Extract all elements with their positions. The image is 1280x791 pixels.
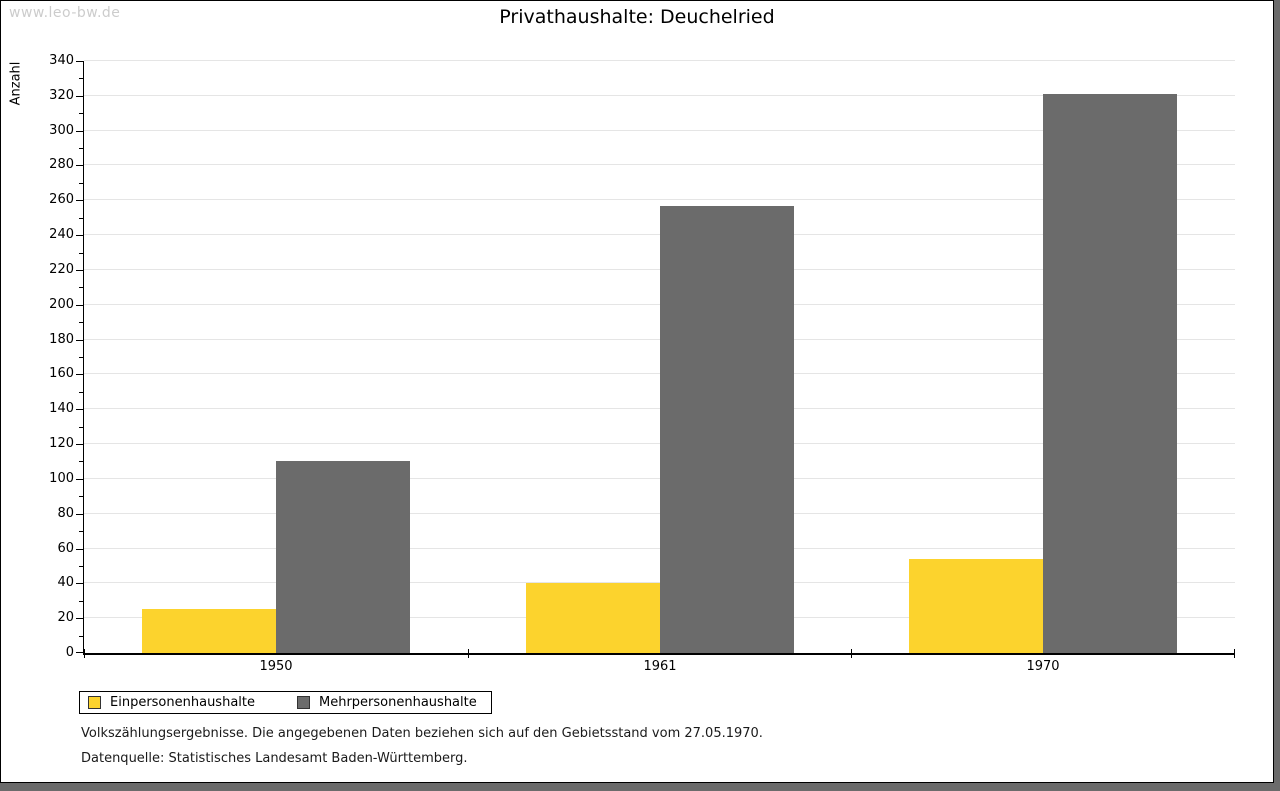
y-tick-label: 320 [49, 88, 74, 103]
footnote-gebietsstand: Volkszählungsergebnisse. Die angegebenen… [81, 726, 763, 741]
y-tick-label: 60 [57, 541, 74, 556]
gridline [84, 234, 1235, 235]
y-minor-tick [79, 287, 83, 288]
y-axis-label: Anzahl [8, 61, 24, 106]
y-major-tick [76, 374, 83, 375]
y-tick-label: 100 [49, 471, 74, 486]
x-boundary-tick [851, 649, 852, 658]
bar-mehrpersonenhaushalte [1043, 94, 1177, 653]
y-minor-tick [79, 601, 83, 602]
gridline [84, 60, 1235, 61]
y-major-tick [76, 131, 83, 132]
y-major-tick [76, 96, 83, 97]
y-minor-tick [79, 496, 83, 497]
gridline [84, 408, 1235, 409]
gridline [84, 95, 1235, 96]
y-minor-tick [79, 392, 83, 393]
y-tick-label: 120 [49, 436, 74, 451]
y-minor-tick [79, 183, 83, 184]
gridline [84, 164, 1235, 165]
gridline [84, 130, 1235, 131]
y-minor-tick [79, 322, 83, 323]
y-major-tick [76, 444, 83, 445]
legend-label: Mehrpersonenhaushalte [319, 695, 477, 710]
y-minor-tick [79, 253, 83, 254]
y-tick-label: 180 [49, 332, 74, 347]
plot-area: 0 20 40 60 80 100 120 140 160 180 200 220 240 260 280 3… [49, 53, 1235, 674]
gridline [84, 443, 1235, 444]
y-tick-label: 200 [49, 297, 74, 312]
y-major-tick [76, 340, 83, 341]
y-major-tick [76, 200, 83, 201]
gridline [84, 304, 1235, 305]
gridline [84, 548, 1235, 549]
y-tick-label: 260 [49, 192, 74, 207]
legend-label: Einpersonenhaushalte [110, 695, 255, 710]
x-boundary-tick [468, 649, 469, 658]
y-tick-label: 0 [65, 645, 74, 660]
footnote-datenquelle: Datenquelle: Statistisches Landesamt Bad… [81, 751, 468, 766]
bar-einpersonenhaushalte [526, 583, 660, 653]
y-tick-label: 340 [49, 53, 74, 68]
y-minor-tick [79, 461, 83, 462]
y-tick-label: 140 [49, 401, 74, 416]
y-tick-label: 80 [57, 506, 74, 521]
legend-item: Mehrpersonenhaushalte [297, 695, 477, 710]
watermark: www.leo-bw.de [9, 5, 121, 21]
legend-swatch [88, 696, 101, 709]
legend-swatch [297, 696, 310, 709]
y-major-tick [76, 235, 83, 236]
y-minor-tick [79, 218, 83, 219]
y-major-tick [76, 549, 83, 550]
y-minor-tick [79, 566, 83, 567]
x-tick-label: 1950 [259, 659, 293, 674]
y-minor-tick [79, 113, 83, 114]
x-tick-label: 1970 [1026, 659, 1060, 674]
y-minor-tick [79, 78, 83, 79]
x-tick-label: 1961 [643, 659, 677, 674]
y-major-tick [76, 479, 83, 480]
y-tick-label: 160 [49, 366, 74, 381]
bar-mehrpersonenhaushalte [660, 206, 794, 653]
bar-einpersonenhaushalte [909, 559, 1043, 653]
gridline [84, 339, 1235, 340]
y-tick-label: 280 [49, 157, 74, 172]
y-tick-label: 300 [49, 123, 74, 138]
gridline [84, 513, 1235, 514]
y-major-tick [76, 61, 83, 62]
gridline [84, 582, 1235, 583]
y-major-tick [76, 652, 83, 653]
chart-title: Privathaushalte: Deuchelried [499, 6, 775, 28]
gridline [84, 478, 1235, 479]
y-minor-tick [79, 531, 83, 532]
y-minor-tick [79, 148, 83, 149]
y-minor-tick [79, 427, 83, 428]
y-minor-tick [79, 357, 83, 358]
y-tick-label: 40 [57, 575, 74, 590]
gridline [84, 269, 1235, 270]
y-major-tick [76, 514, 83, 515]
y-major-tick [76, 270, 83, 271]
y-major-tick [76, 583, 83, 584]
x-boundary-tick [1234, 649, 1235, 658]
gridline [84, 199, 1235, 200]
bar-einpersonenhaushalte [142, 609, 276, 653]
y-major-tick [76, 618, 83, 619]
legend-item: Einpersonenhaushalte [88, 695, 255, 710]
y-tick-label: 240 [49, 227, 74, 242]
y-tick-label: 220 [49, 262, 74, 277]
y-tick-label: 20 [57, 610, 74, 625]
x-boundary-tick [84, 649, 85, 658]
bar-mehrpersonenhaushalte [276, 461, 410, 653]
y-major-tick [76, 305, 83, 306]
y-major-tick [76, 409, 83, 410]
legend: Einpersonenhaushalte Mehrpersonenhaushalt… [79, 691, 492, 714]
gridline [84, 373, 1235, 374]
y-minor-tick [79, 636, 83, 637]
y-major-tick [76, 165, 83, 166]
